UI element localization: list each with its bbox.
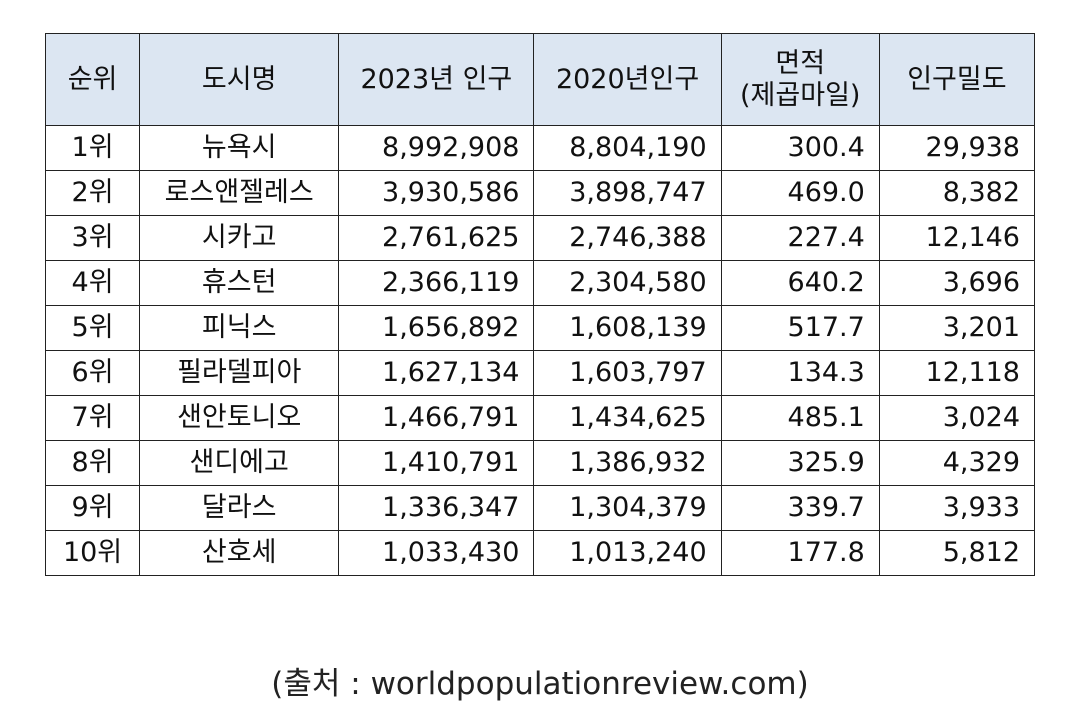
cell-area: 339.7	[720, 485, 880, 531]
table-row: 6위 필라델피아 1,627,134 1,603,797 134.3 12,11…	[44, 350, 1036, 396]
table-row: 1위 뉴욕시 8,992,908 8,804,190 300.4 29,938	[44, 125, 1036, 171]
cell-pop2020: 1,304,379	[533, 485, 722, 531]
cell-density: 3,024	[878, 395, 1036, 441]
cell-rank: 4위	[44, 260, 141, 306]
cell-density: 12,146	[878, 215, 1036, 261]
cell-area: 134.3	[720, 350, 880, 396]
cell-density: 3,933	[878, 485, 1036, 531]
table-row: 9위 달라스 1,336,347 1,304,379 339.7 3,933	[44, 485, 1036, 531]
cell-rank: 1위	[44, 125, 141, 171]
cell-pop2023: 2,761,625	[338, 215, 535, 261]
cell-city: 필라델피아	[139, 350, 340, 396]
cell-rank: 7위	[44, 395, 141, 441]
cell-pop2023: 8,992,908	[338, 125, 535, 171]
header-density: 인구밀도	[878, 33, 1036, 126]
table-header: 순위 도시명 2023년 인구 2020년인구 면적 (제곱마일) 인구밀도	[44, 33, 1036, 126]
table-row: 8위 샌디에고 1,410,791 1,386,932 325.9 4,329	[44, 440, 1036, 486]
cell-rank: 6위	[44, 350, 141, 396]
cell-pop2023: 1,627,134	[338, 350, 535, 396]
cell-city: 뉴욕시	[139, 125, 340, 171]
cell-rank: 10위	[44, 530, 141, 576]
cell-pop2020: 1,434,625	[533, 395, 722, 441]
table-row: 10위 산호세 1,033,430 1,013,240 177.8 5,812	[44, 530, 1036, 576]
cell-pop2023: 1,466,791	[338, 395, 535, 441]
header-row: 순위 도시명 2023년 인구 2020년인구 면적 (제곱마일) 인구밀도	[44, 33, 1036, 126]
cell-rank: 8위	[44, 440, 141, 486]
cell-pop2020: 1,608,139	[533, 305, 722, 351]
header-city: 도시명	[139, 33, 340, 126]
cell-density: 12,118	[878, 350, 1036, 396]
cell-rank: 3위	[44, 215, 141, 261]
cell-density: 4,329	[878, 440, 1036, 486]
cell-density: 29,938	[878, 125, 1036, 171]
cell-pop2020: 1,603,797	[533, 350, 722, 396]
cell-area: 300.4	[720, 125, 880, 171]
cell-density: 5,812	[878, 530, 1036, 576]
cell-pop2023: 1,033,430	[338, 530, 535, 576]
cell-area: 485.1	[720, 395, 880, 441]
cell-rank: 2위	[44, 170, 141, 216]
cell-pop2020: 8,804,190	[533, 125, 722, 171]
cell-pop2023: 1,410,791	[338, 440, 535, 486]
cell-pop2020: 1,386,932	[533, 440, 722, 486]
city-population-table-container: 순위 도시명 2023년 인구 2020년인구 면적 (제곱마일) 인구밀도 1…	[44, 33, 1036, 576]
cell-city: 피닉스	[139, 305, 340, 351]
cell-pop2020: 1,013,240	[533, 530, 722, 576]
cell-pop2020: 2,304,580	[533, 260, 722, 306]
cell-rank: 5위	[44, 305, 141, 351]
header-pop2023: 2023년 인구	[338, 33, 535, 126]
table-row: 3위 시카고 2,761,625 2,746,388 227.4 12,146	[44, 215, 1036, 261]
cell-city: 샌안토니오	[139, 395, 340, 441]
table-body: 1위 뉴욕시 8,992,908 8,804,190 300.4 29,938 …	[44, 125, 1036, 576]
cell-pop2023: 1,336,347	[338, 485, 535, 531]
cell-city: 달라스	[139, 485, 340, 531]
header-area-line2: (제곱마일)	[740, 79, 861, 111]
cell-area: 640.2	[720, 260, 880, 306]
table-row: 5위 피닉스 1,656,892 1,608,139 517.7 3,201	[44, 305, 1036, 351]
cell-city: 로스앤젤레스	[139, 170, 340, 216]
header-rank: 순위	[44, 33, 141, 126]
source-caption: (출처 : worldpopulationreview.com)	[271, 666, 809, 702]
cell-city: 샌디에고	[139, 440, 340, 486]
cell-pop2020: 2,746,388	[533, 215, 722, 261]
table-row: 7위 샌안토니오 1,466,791 1,434,625 485.1 3,024	[44, 395, 1036, 441]
cell-city: 시카고	[139, 215, 340, 261]
cell-area: 517.7	[720, 305, 880, 351]
header-area-line1: 면적	[775, 48, 826, 80]
header-pop2020: 2020년인구	[533, 33, 722, 126]
table-row: 2위 로스앤젤레스 3,930,586 3,898,747 469.0 8,38…	[44, 170, 1036, 216]
cell-area: 469.0	[720, 170, 880, 216]
cell-city: 휴스턴	[139, 260, 340, 306]
header-area: 면적 (제곱마일)	[720, 33, 880, 126]
cell-pop2023: 3,930,586	[338, 170, 535, 216]
table-row: 4위 휴스턴 2,366,119 2,304,580 640.2 3,696	[44, 260, 1036, 306]
cell-area: 177.8	[720, 530, 880, 576]
city-population-table: 순위 도시명 2023년 인구 2020년인구 면적 (제곱마일) 인구밀도 1…	[44, 33, 1036, 576]
cell-pop2023: 2,366,119	[338, 260, 535, 306]
cell-area: 325.9	[720, 440, 880, 486]
cell-area: 227.4	[720, 215, 880, 261]
cell-rank: 9위	[44, 485, 141, 531]
cell-pop2023: 1,656,892	[338, 305, 535, 351]
cell-density: 3,696	[878, 260, 1036, 306]
cell-density: 3,201	[878, 305, 1036, 351]
cell-pop2020: 3,898,747	[533, 170, 722, 216]
cell-city: 산호세	[139, 530, 340, 576]
cell-density: 8,382	[878, 170, 1036, 216]
